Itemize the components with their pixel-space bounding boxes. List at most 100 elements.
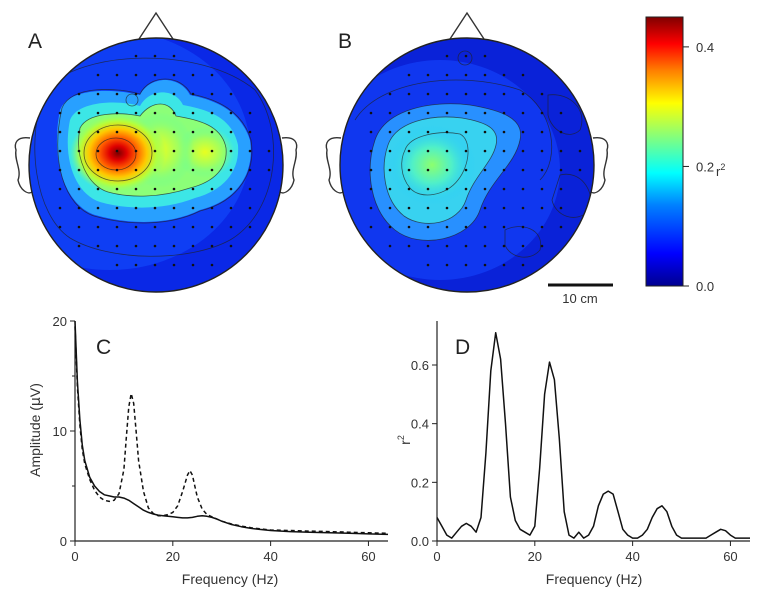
- nose-icon: [138, 11, 174, 40]
- electrode-dot: [502, 130, 506, 134]
- electrode-dot: [407, 111, 411, 115]
- electrode-dot: [58, 187, 62, 191]
- electrode-dot: [521, 111, 525, 115]
- colorbar-unit-label: r2: [716, 162, 725, 179]
- electrode-dot: [388, 130, 392, 134]
- electrode-dot: [248, 225, 252, 229]
- electrode-dot: [153, 263, 157, 267]
- electrode-dot: [521, 130, 525, 134]
- electrode-dot: [58, 225, 62, 229]
- nose-icon: [449, 11, 485, 40]
- electrode-dot: [540, 225, 544, 229]
- electrode-dot: [464, 206, 468, 210]
- electrode-dots: [369, 54, 582, 267]
- electrode-dot: [210, 225, 214, 229]
- electrode-dot: [153, 92, 157, 96]
- electrode-dot: [115, 111, 119, 115]
- electrode-dot: [445, 263, 449, 267]
- electrode-dot: [191, 168, 195, 172]
- colorbar-tick-label: 0.2: [696, 159, 714, 174]
- electrode-dot: [153, 168, 157, 172]
- electrode-dot: [407, 168, 411, 172]
- series-line-dashed: [74, 326, 389, 535]
- electrode-dot: [134, 92, 138, 96]
- electrode-dot: [464, 244, 468, 248]
- electrode-dot: [483, 149, 487, 153]
- electrode-dot: [559, 149, 563, 153]
- electrode-dot: [134, 111, 138, 115]
- electrode-dot: [369, 149, 373, 153]
- electrode-dot: [388, 187, 392, 191]
- electrode-dot: [388, 225, 392, 229]
- electrode-dot: [210, 244, 214, 248]
- electrode-dot: [426, 149, 430, 153]
- electrode-dot: [445, 187, 449, 191]
- electrode-dot: [464, 263, 468, 267]
- x-tick-label: 40: [263, 549, 277, 564]
- electrode-dot: [77, 149, 81, 153]
- y-tick-label: 10: [53, 424, 67, 439]
- electrode-dot: [172, 92, 176, 96]
- electrode-dot: [248, 111, 252, 115]
- electrode-dot: [115, 168, 119, 172]
- electrode-dot: [96, 225, 100, 229]
- electrode-dot: [172, 168, 176, 172]
- electrode-dot: [445, 111, 449, 115]
- electrode-dot: [445, 168, 449, 172]
- electrode-dot: [369, 206, 373, 210]
- electrode-dot: [559, 168, 563, 172]
- electrode-dot: [407, 130, 411, 134]
- electrode-dot: [426, 244, 430, 248]
- electrode-dot: [521, 225, 525, 229]
- electrode-dot: [191, 225, 195, 229]
- electrode-dot: [540, 149, 544, 153]
- electrode-dot: [483, 244, 487, 248]
- electrode-dot: [115, 263, 119, 267]
- electrode-dot: [426, 111, 430, 115]
- head-outline: [28, 37, 284, 293]
- electrode-dot: [388, 92, 392, 96]
- electrode-dot: [172, 244, 176, 248]
- electrode-dot: [521, 73, 525, 77]
- electrode-dot: [426, 225, 430, 229]
- electrode-dot: [229, 244, 233, 248]
- electrode-dot: [134, 187, 138, 191]
- electrode-dot: [248, 206, 252, 210]
- electrode-dot: [559, 206, 563, 210]
- electrode-dot: [502, 225, 506, 229]
- electrode-dot: [445, 206, 449, 210]
- electrode-dot: [96, 92, 100, 96]
- electrode-dot: [191, 149, 195, 153]
- colorbar-tick-label: 0.0: [696, 279, 714, 294]
- electrode-dot: [134, 263, 138, 267]
- electrode-dot: [369, 225, 373, 229]
- electrode-dot: [426, 206, 430, 210]
- electrode-dot: [115, 73, 119, 77]
- electrode-dot: [172, 73, 176, 77]
- x-tick-label: 0: [433, 549, 440, 564]
- electrode-dot: [559, 130, 563, 134]
- colorbar: 0.4 0.2 0.0 r2: [645, 16, 725, 294]
- electrode-dot: [483, 73, 487, 77]
- electrode-dot: [210, 130, 214, 134]
- electrode-dot: [540, 168, 544, 172]
- electrode-dot: [210, 168, 214, 172]
- electrode-dot: [502, 187, 506, 191]
- electrode-dot: [502, 111, 506, 115]
- electrode-dot: [115, 130, 119, 134]
- electrode-dot: [172, 54, 176, 58]
- electrode-dot: [369, 187, 373, 191]
- electrode-dot: [464, 149, 468, 153]
- panel-label-d: D: [455, 336, 470, 359]
- electrode-dot: [172, 130, 176, 134]
- electrode-dot: [426, 73, 430, 77]
- electrode-dot: [521, 187, 525, 191]
- electrode-dot: [540, 130, 544, 134]
- electrode-dot: [267, 168, 271, 172]
- electrode-dot: [426, 187, 430, 191]
- electrode-dot: [483, 225, 487, 229]
- electrode-dot: [388, 244, 392, 248]
- electrode-dot: [540, 92, 544, 96]
- electrode-dot: [58, 149, 62, 153]
